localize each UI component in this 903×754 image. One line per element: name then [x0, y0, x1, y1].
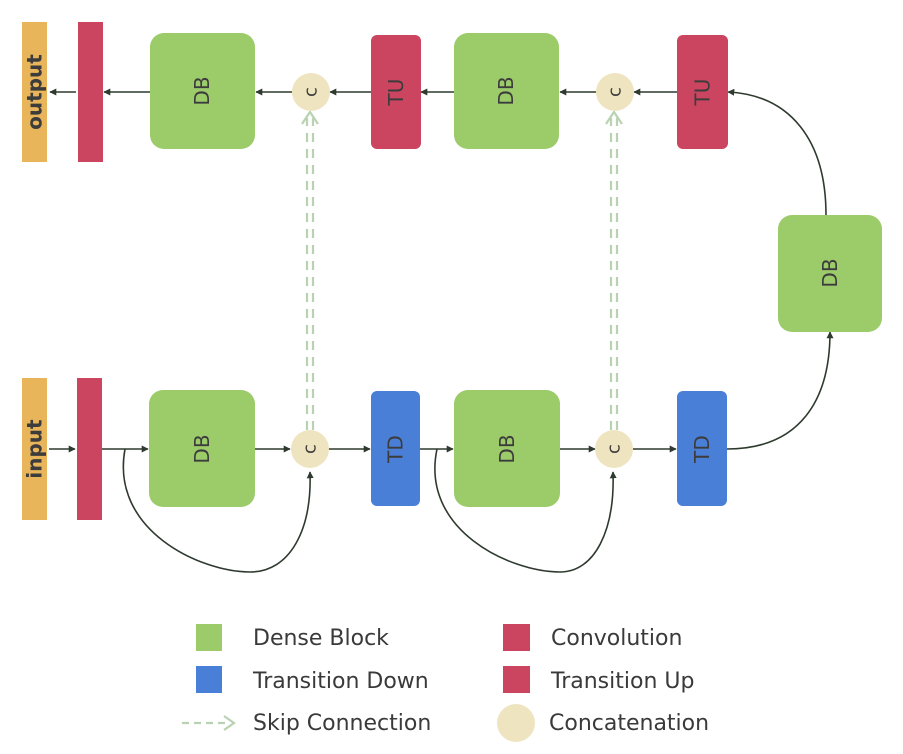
dense-block-bottom-right: DB: [454, 390, 560, 507]
svg-text:TD: TD: [384, 435, 408, 464]
concat-bottom-right: c: [595, 430, 633, 468]
arrow-bypass-db1: [122, 448, 314, 573]
legend-skip-arrowhead: [223, 715, 236, 731]
transition-up-right: TU: [677, 35, 728, 149]
legend-item-convolution: Convolution: [503, 624, 682, 651]
skip-arrowheads: [301, 110, 623, 125]
legend-swatch-transition-down: [196, 666, 222, 693]
input-label: input: [23, 419, 47, 479]
input-bar: [22, 378, 47, 520]
transition-up-left: TU: [371, 35, 421, 149]
dense-block-top-left: DB: [150, 33, 255, 149]
arrow-bypass-db2: [434, 448, 617, 573]
dense-block-bottleneck: DB: [778, 215, 882, 332]
legend-swatch-concatenation: [497, 704, 535, 742]
svg-text:DB: DB: [494, 76, 518, 105]
svg-text:DB: DB: [818, 258, 842, 287]
convolution-bottom: [77, 378, 102, 520]
legend-item-dense-block: Dense Block: [196, 624, 389, 651]
legend-item-skip-connection: Skip Connection: [182, 711, 431, 736]
skip-arrowhead-1: [301, 110, 319, 125]
legend-label-dense-block: Dense Block: [253, 626, 389, 651]
svg-text:c: c: [605, 87, 626, 97]
legend-item-concatenation: Concatenation: [497, 704, 709, 742]
legend-swatch-convolution: [503, 624, 530, 651]
svg-text:TU: TU: [384, 79, 408, 107]
svg-text:c: c: [301, 87, 322, 97]
output-bar: [22, 22, 47, 162]
legend-item-transition-up: Transition Up: [503, 666, 694, 694]
legend-swatch-dense-block: [196, 624, 222, 651]
svg-text:DB: DB: [190, 434, 214, 463]
dense-block-top-right: DB: [454, 33, 559, 149]
legend-label-convolution: Convolution: [551, 626, 682, 651]
connections: [49, 88, 834, 573]
skip-arrowhead-2: [605, 110, 623, 125]
svg-text:c: c: [300, 444, 321, 454]
concat-bottom-left: c: [291, 430, 329, 468]
legend-swatch-transition-up: [503, 666, 530, 693]
skip-connections: [305, 118, 619, 430]
svg-text:DB: DB: [190, 76, 214, 105]
legend-label-transition-up: Transition Up: [550, 669, 694, 694]
dense-block-bottom-left: DB: [149, 390, 255, 507]
transition-down-right: TD: [677, 391, 727, 506]
legend-label-transition-down: Transition Down: [252, 669, 429, 694]
arrow-td2-to-db3: [726, 331, 834, 450]
concat-top-right: c: [596, 73, 634, 111]
transition-down-left: TD: [371, 391, 420, 506]
legend-item-transition-down: Transition Down: [196, 666, 429, 694]
svg-text:DB: DB: [495, 434, 519, 463]
svg-text:TU: TU: [691, 79, 715, 107]
concat-top-left: c: [292, 73, 330, 111]
legend-label-skip-connection: Skip Connection: [253, 711, 431, 736]
convolution-top: [78, 22, 103, 162]
legend-label-concatenation: Concatenation: [549, 711, 709, 736]
output-label: output: [23, 54, 47, 130]
svg-text:c: c: [604, 444, 625, 454]
arrow-db3-to-tu2: [727, 88, 827, 216]
svg-text:TD: TD: [690, 435, 714, 464]
legend: Dense Block Transition Down Skip Connect…: [182, 624, 709, 742]
